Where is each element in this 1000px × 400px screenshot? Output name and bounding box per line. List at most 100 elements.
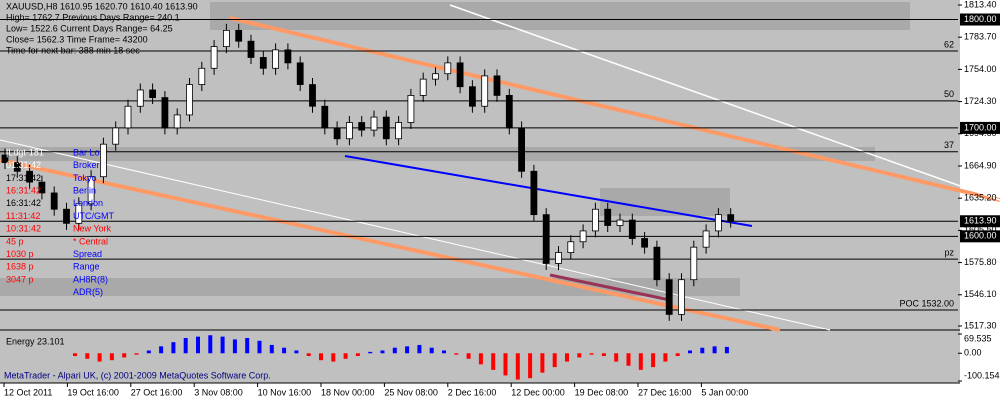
energy-bar xyxy=(491,353,496,370)
trend-line xyxy=(344,155,753,227)
candle-body xyxy=(432,73,439,80)
energy-bar xyxy=(171,342,176,354)
candle-body xyxy=(247,40,255,58)
price-mark-label: 1800.00 xyxy=(964,14,997,24)
energy-bar xyxy=(626,353,631,366)
candle-body xyxy=(345,122,353,140)
energy-bar xyxy=(85,353,90,359)
energy-bar xyxy=(442,350,446,354)
energy-bar xyxy=(355,353,360,357)
clock-name: Broker xyxy=(73,160,100,170)
y-tick-label: 1664.90 xyxy=(964,160,997,170)
y-tick-label: 1605.50 xyxy=(964,225,997,235)
candle-body xyxy=(1,154,9,164)
energy-bar xyxy=(503,353,508,376)
y-tick-label: 1546.10 xyxy=(964,289,997,299)
clock-name: UTC/GMT xyxy=(73,211,114,221)
energy-bar xyxy=(208,335,213,354)
candle-body xyxy=(419,78,427,96)
candle-body xyxy=(112,127,120,145)
candle-body xyxy=(382,116,390,140)
energy-bar xyxy=(429,347,434,354)
candle-body xyxy=(456,62,464,88)
energy-bar xyxy=(319,353,323,361)
candle-body xyxy=(284,49,292,64)
energy-bar xyxy=(515,353,520,380)
clock-value: 16:31:42 xyxy=(6,198,41,208)
candle-body xyxy=(407,95,415,123)
energy-bar xyxy=(159,346,164,354)
energy-bar xyxy=(183,338,188,354)
clock-value: 10:31:42 xyxy=(6,224,41,234)
energy-bar xyxy=(724,346,729,354)
energy-bar xyxy=(565,353,569,362)
candle-body xyxy=(210,46,218,69)
info-line: Low= 1522.6 Current Days Range= 64.25 xyxy=(6,23,173,33)
candle-body xyxy=(13,162,21,172)
candle-body xyxy=(222,29,230,48)
level-label: pz xyxy=(944,247,954,257)
info-line: XAUUSD,H8 1610.95 1620.70 1610.40 1613.9… xyxy=(6,1,198,11)
clock-name: ADR(5) xyxy=(73,287,103,297)
candle-body xyxy=(87,176,95,205)
y-tick-label: 0.00 xyxy=(964,348,982,358)
candle-body xyxy=(678,279,685,315)
clock-value: 17:31:42 xyxy=(6,173,41,183)
x-tick-label: 2 Dec 16:00 xyxy=(448,387,497,397)
price-mark-label: 1700.00 xyxy=(964,122,997,132)
energy-bar xyxy=(663,353,668,362)
energy-bar xyxy=(466,353,471,359)
candle-body xyxy=(309,84,316,107)
zone xyxy=(0,278,740,296)
energy-bar xyxy=(245,338,250,354)
energy-bar xyxy=(232,339,237,354)
y-tick-label: 1635.20 xyxy=(964,193,997,203)
trend-line xyxy=(229,16,1000,202)
trend-line xyxy=(0,158,781,332)
trend-line xyxy=(0,139,831,331)
footer: MetaTrader - Alpari UK, (c) 2001-2009 Me… xyxy=(4,370,271,380)
level-label: POC 1532.00 xyxy=(899,298,954,308)
clock-value: 1638 p xyxy=(6,262,34,272)
x-tick-label: 3 Nov 08:00 xyxy=(194,387,243,397)
energy-bar xyxy=(220,336,225,354)
candle-body xyxy=(136,89,144,107)
level-label: 50 xyxy=(944,89,954,99)
y-tick-label: -100.1545 xyxy=(964,370,1000,380)
energy-bar xyxy=(638,353,643,370)
energy-bar xyxy=(405,346,410,354)
clock-value: 1030 p xyxy=(6,249,34,259)
candle-body xyxy=(186,84,193,116)
price-mark-label: 1613.90 xyxy=(964,216,997,226)
clock-name: Bar Lo xyxy=(73,147,100,157)
y-tick-label: 69.535 xyxy=(964,333,992,343)
energy-bar xyxy=(688,350,692,354)
info-line: High= 1762.7 Previous Days Range= 240.1 xyxy=(6,12,180,22)
clock-value: 01:31:42 xyxy=(6,160,41,170)
date-axis xyxy=(0,383,1000,400)
price-box xyxy=(960,230,1000,243)
x-tick-label: 25 Nov 08:00 xyxy=(384,387,438,397)
candle-body xyxy=(38,181,46,194)
info-line: Close= 1562.3 Time Frame= 43200 xyxy=(6,34,148,44)
candle-body xyxy=(518,127,525,172)
candle-body xyxy=(592,208,599,232)
energy-bar xyxy=(392,347,397,354)
energy-bar xyxy=(700,347,705,354)
candle-body xyxy=(124,105,132,129)
candle-body xyxy=(641,238,648,248)
price-box xyxy=(960,215,1000,228)
clock-name: Spread xyxy=(73,249,102,259)
energy-bar xyxy=(97,353,102,362)
clock-value: 3047 p xyxy=(6,274,34,284)
candle-body xyxy=(26,170,34,183)
x-tick-label: 12 Dec 00:00 xyxy=(511,387,565,397)
candle-body xyxy=(653,246,661,281)
energy-bar xyxy=(577,353,582,358)
x-tick-label: 10 Nov 16:00 xyxy=(258,387,312,397)
energy-bar xyxy=(540,353,545,373)
zone xyxy=(210,2,910,30)
candle-body xyxy=(50,192,58,210)
candle-body xyxy=(161,97,169,129)
